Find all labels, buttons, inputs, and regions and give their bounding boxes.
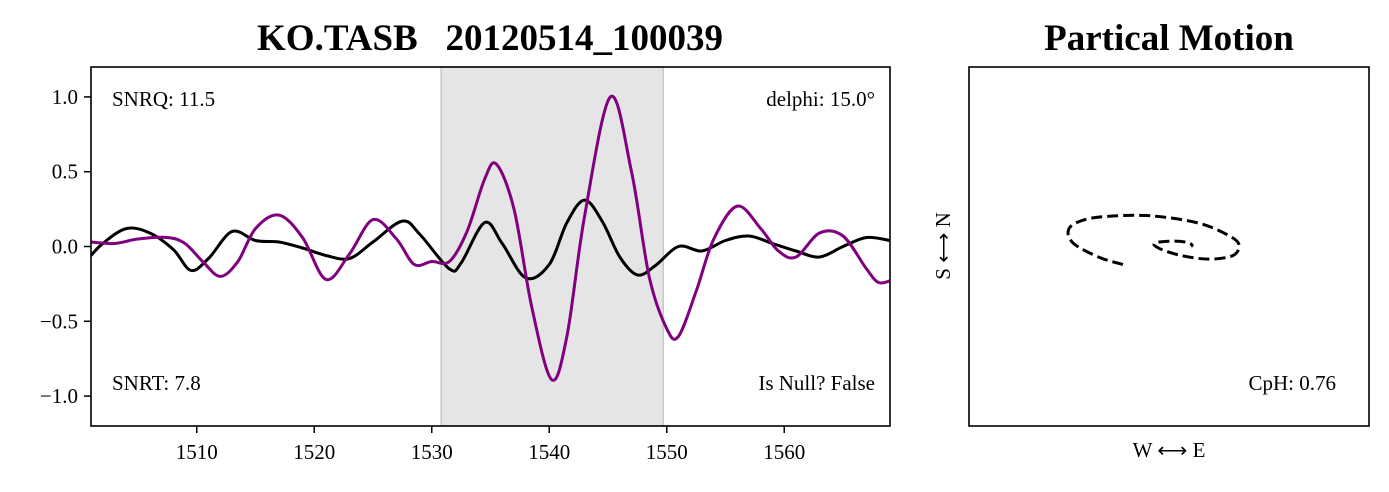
y-tick-label: −1.0 bbox=[40, 384, 78, 408]
x-tick-label: 1540 bbox=[528, 440, 570, 464]
x-tick-label: 1520 bbox=[293, 440, 335, 464]
x-tick-label: 1530 bbox=[411, 440, 453, 464]
delphi-annotation: delphi: 15.0° bbox=[766, 87, 875, 111]
x-tick-label: 1550 bbox=[646, 440, 688, 464]
particle-motion-series-group bbox=[1066, 213, 1241, 266]
x-tick-label: 1560 bbox=[763, 440, 805, 464]
waveform-x-ticks: 1510 1520 1530 1540 1550 1560 bbox=[176, 426, 805, 464]
waveform-series-black bbox=[89, 198, 891, 281]
y-tick-label: 0.5 bbox=[52, 160, 78, 184]
is-null-annotation: Is Null? False bbox=[758, 371, 875, 395]
particle-motion-title: Partical Motion bbox=[1044, 18, 1294, 59]
snrt-annotation: SNRT: 7.8 bbox=[112, 371, 201, 395]
waveform-y-ticks: 1.0 0.5 0.0 −0.5 −1.0 bbox=[40, 85, 91, 408]
y-tick-label: −0.5 bbox=[40, 309, 78, 333]
waveform-title: KO.TASB 20120514_100039 bbox=[257, 18, 723, 59]
particle-motion-panel: Partical Motion CpH: 0.76 W ⟷ E S ⟷ N bbox=[931, 18, 1370, 462]
x-tick-label: 1510 bbox=[176, 440, 218, 464]
y-tick-label: 0.0 bbox=[52, 235, 78, 259]
shaded-window bbox=[440, 66, 664, 427]
particle-motion-ylabel: S ⟷ N bbox=[931, 212, 955, 279]
waveform-series-purple bbox=[90, 94, 891, 382]
particle-motion-xlabel: W ⟷ E bbox=[1133, 438, 1206, 462]
particle-motion-axes-frame bbox=[968, 66, 1370, 427]
snrq-annotation: SNRQ: 11.5 bbox=[112, 87, 215, 111]
y-tick-label: 1.0 bbox=[52, 85, 78, 109]
particle-motion-trace bbox=[1066, 213, 1241, 266]
waveform-panel: KO.TASB 20120514_100039 1510 1520 1530 1540… bbox=[40, 18, 891, 464]
cph-annotation: CpH: 0.76 bbox=[1248, 371, 1336, 395]
waveform-series-group bbox=[89, 94, 891, 382]
